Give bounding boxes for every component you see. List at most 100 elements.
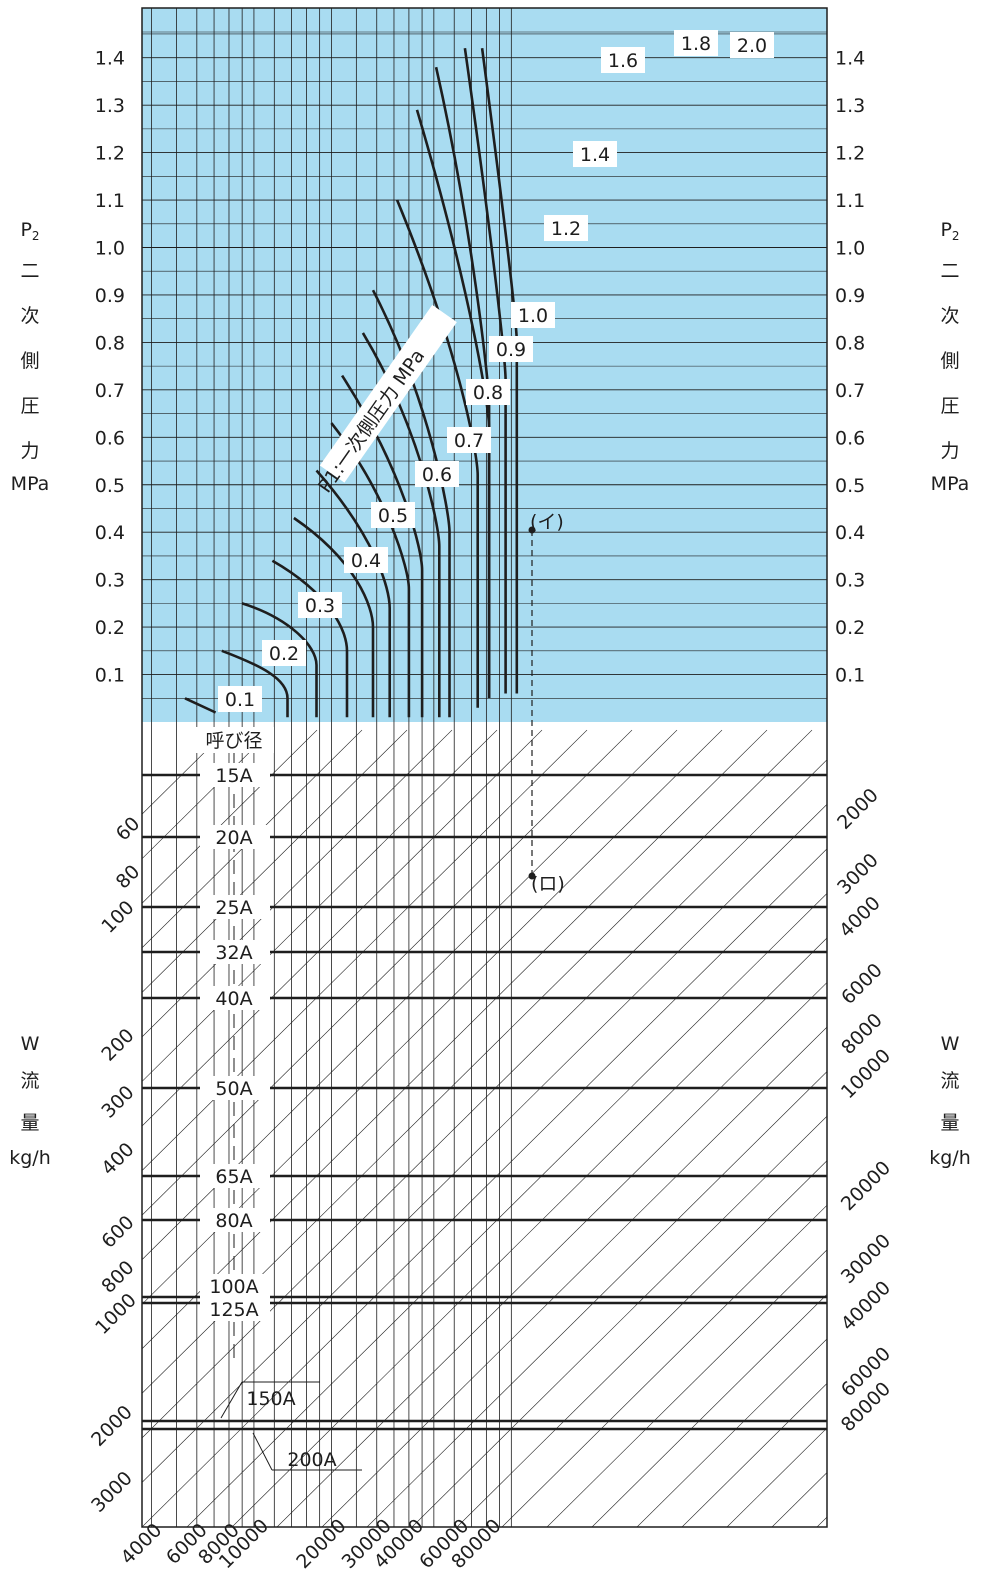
w-label-char-left: 量 (20, 1112, 39, 1134)
pipe-label-80A: 80A (215, 1210, 252, 1232)
pipe-label-200A: 200A (287, 1449, 336, 1471)
pipe-label-25A: 25A (215, 897, 252, 919)
pressure-tick-right: 0.4 (835, 522, 865, 544)
p2-label-char-right: 力 (940, 440, 959, 462)
pressure-tick-left: 1.2 (95, 143, 125, 165)
pressure-tick-left: 0.5 (95, 475, 125, 497)
pressure-tick-right: 1.4 (835, 48, 865, 70)
curve-label-0.8: 0.8 (473, 382, 503, 404)
nominal-diameter-title: 呼び径 (205, 730, 262, 752)
p2-label-char-left: 次 (20, 305, 39, 327)
pipe-label-100A: 100A (209, 1276, 258, 1298)
pipe-label-40A: 40A (215, 988, 252, 1010)
pressure-tick-right: 0.2 (835, 617, 865, 639)
right-flow-tick-4000: 4000 (835, 892, 885, 942)
p2-label-char-right: 圧 (940, 395, 959, 417)
pipe-label-50A: 50A (215, 1078, 252, 1100)
pressure-tick-right: 1.3 (835, 95, 865, 117)
left-flow-tick-1000: 1000 (91, 1289, 141, 1339)
w-label-left: W (21, 1033, 40, 1055)
pipe-label-150A: 150A (246, 1388, 295, 1410)
p2-label-char-left: 力 (20, 440, 39, 462)
p2-label-char-left: 側 (20, 350, 39, 372)
pressure-tick-right: 0.1 (835, 665, 865, 687)
pressure-tick-left: 0.1 (95, 665, 125, 687)
pressure-tick-left: 0.3 (95, 570, 125, 592)
pressure-tick-right: 0.8 (835, 332, 865, 354)
w-label-char-right: 流 (940, 1070, 959, 1092)
pressure-tick-left: 0.9 (95, 285, 125, 307)
pressure-tick-left: 1.0 (95, 238, 125, 260)
p2-label-char-right: 次 (940, 305, 959, 327)
pressure-tick-left: 0.6 (95, 427, 125, 449)
right-flow-tick-6000: 6000 (837, 959, 887, 1009)
pressure-tick-left: 1.1 (95, 190, 125, 212)
p2-label-left: P2 (20, 219, 39, 243)
pipe-label-20A: 20A (215, 827, 252, 849)
diagonal-line (817, 730, 985, 1527)
left-flow-tick-400: 400 (97, 1138, 138, 1179)
w-label-char-left: 流 (20, 1070, 39, 1092)
pressure-tick-right: 1.1 (835, 190, 865, 212)
left-flow-tick-80: 80 (112, 861, 145, 894)
pipe-label-65A: 65A (215, 1166, 252, 1188)
w-unit-left: kg/h (9, 1147, 51, 1169)
pipe-label-125A: 125A (209, 1299, 258, 1321)
curve-label-1.4: 1.4 (580, 144, 610, 166)
curve-label-0.4: 0.4 (351, 550, 381, 572)
w-label-char-right: 量 (940, 1112, 959, 1134)
pressure-tick-left: 0.2 (95, 617, 125, 639)
curve-label-0.7: 0.7 (454, 430, 484, 452)
curve-label-0.9: 0.9 (496, 339, 526, 361)
left-flow-tick-600: 600 (97, 1211, 138, 1252)
p2-label-char-right: 二 (940, 260, 959, 282)
curve-label-0.2: 0.2 (269, 643, 299, 665)
right-flow-tick-20000: 20000 (837, 1157, 895, 1215)
left-flow-tick-3000: 3000 (87, 1467, 137, 1517)
pressure-tick-left: 0.7 (95, 380, 125, 402)
curve-label-1.2: 1.2 (551, 218, 581, 240)
w-unit-right: kg/h (929, 1147, 971, 1169)
left-flow-tick-200: 200 (97, 1024, 138, 1065)
curve-label-2.0: 2.0 (737, 35, 767, 57)
right-flow-tick-2000: 2000 (833, 784, 883, 834)
p2-label-char-right: 側 (940, 350, 959, 372)
right-flow-tick-10000: 10000 (837, 1045, 895, 1103)
right-flow-tick-40000: 40000 (837, 1277, 895, 1335)
pipe-label-32A: 32A (215, 942, 252, 964)
pressure-tick-right: 0.9 (835, 285, 865, 307)
pressure-tick-left: 0.8 (95, 332, 125, 354)
example-label-b: (ロ) (531, 873, 565, 895)
pressure-tick-right: 0.5 (835, 475, 865, 497)
left-flow-tick-100: 100 (97, 896, 138, 937)
example-label-a: (イ) (530, 511, 564, 533)
left-flow-tick-800: 800 (97, 1256, 138, 1297)
curve-label-0.6: 0.6 (422, 464, 452, 486)
pressure-tick-right: 0.7 (835, 380, 865, 402)
right-flow-tick-30000: 30000 (837, 1230, 895, 1288)
pressure-tick-left: 1.4 (95, 48, 125, 70)
p2-unit-right: MPa (931, 473, 970, 495)
curve-label-1.6: 1.6 (608, 50, 638, 72)
curve-label-0.5: 0.5 (378, 505, 408, 527)
left-flow-tick-2000: 2000 (87, 1401, 137, 1451)
p2-label-char-left: 圧 (20, 395, 39, 417)
left-flow-tick-300: 300 (97, 1081, 138, 1122)
curve-label-0.1: 0.1 (225, 689, 255, 711)
pressure-tick-right: 1.0 (835, 238, 865, 260)
p2-unit-left: MPa (11, 473, 50, 495)
pressure-tick-right: 0.6 (835, 427, 865, 449)
curve-label-0.3: 0.3 (305, 595, 335, 617)
right-flow-tick-3000: 3000 (833, 849, 883, 899)
left-flow-tick-60: 60 (112, 813, 145, 846)
pressure-tick-left: 1.3 (95, 95, 125, 117)
w-label-right: W (941, 1033, 960, 1055)
curve-label-1.0: 1.0 (518, 305, 548, 327)
pressure-tick-right: 0.3 (835, 570, 865, 592)
pipe-label-15A: 15A (215, 765, 252, 787)
curve-label-1.8: 1.8 (681, 33, 711, 55)
pressure-tick-right: 1.2 (835, 143, 865, 165)
pressure-tick-left: 0.4 (95, 522, 125, 544)
p2-label-right: P2 (940, 219, 959, 243)
